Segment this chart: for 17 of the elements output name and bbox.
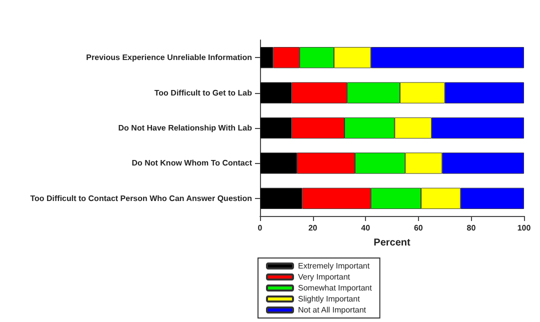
- x-axis-title: Percent: [374, 238, 412, 248]
- y-tick-label: Too Difficult to Contact Person Who Can Answer Question: [30, 194, 252, 203]
- x-tick-label: 0: [258, 224, 263, 232]
- x-tick-label: 60: [414, 224, 424, 232]
- y-tick-label: Do Not Have Relationship With Lab: [118, 124, 252, 132]
- y-tick-label: Too Difficult to Get to Lab: [154, 88, 252, 98]
- x-tick-label: 20: [308, 224, 318, 232]
- legend-label: Somewhat Important: [298, 284, 373, 292]
- legend-label: Slightly Important: [298, 294, 361, 304]
- legend-label: Extremely Important: [298, 262, 370, 270]
- legend-label: Not at All Important: [298, 306, 367, 314]
- x-tick-label: 100: [517, 224, 532, 232]
- legend-label: Very Important: [298, 272, 351, 282]
- x-tick-label: 40: [361, 224, 371, 232]
- x-tick-label: 80: [466, 224, 476, 232]
- y-tick-label: Do Not Know Whom To Contact: [132, 158, 252, 168]
- y-tick-label: Previous Experience Unreliable Information: [86, 53, 252, 62]
